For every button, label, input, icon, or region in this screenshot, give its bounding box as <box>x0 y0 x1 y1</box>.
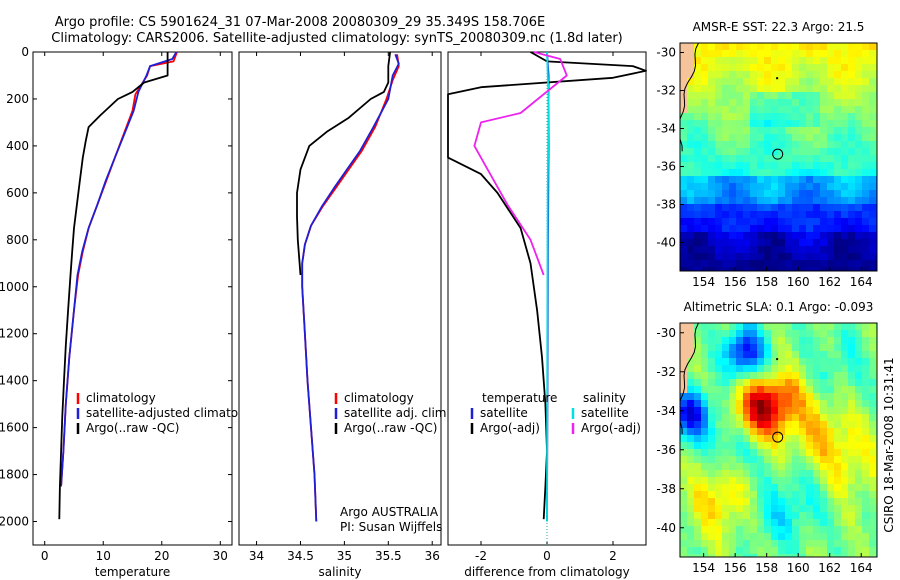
x-tick-label: 30 <box>213 549 228 563</box>
island-marker <box>776 358 779 361</box>
legend-label: Argo(-adj) <box>480 421 540 435</box>
coastline <box>680 43 699 152</box>
map-y-tick-label: -40 <box>656 521 676 535</box>
coastline <box>680 323 699 435</box>
float-location-marker <box>772 431 784 443</box>
map-y-tick-label: -34 <box>656 404 676 418</box>
map-y-tick-label: -30 <box>656 326 676 340</box>
x-tick-label: -2 <box>475 549 487 563</box>
map-y-tick-label: -38 <box>656 482 676 496</box>
series-line-cyan <box>546 51 550 522</box>
y-tick-label: 800 <box>6 233 29 247</box>
y-tick-label: 1800 <box>0 468 29 482</box>
y-tick-label: 1600 <box>0 421 29 435</box>
map-y-tick-label: -36 <box>656 160 676 174</box>
map-x-tick-label: 162 <box>818 561 841 575</box>
legend-label: salinity <box>583 391 626 405</box>
map-field <box>680 323 877 557</box>
map-x-tick-label: 154 <box>692 561 715 575</box>
legend-label: Argo(..raw -QC) <box>344 421 437 435</box>
map-x-tick-label: 154 <box>692 275 715 289</box>
attribution-line-2: PI: Susan Wijffels <box>340 520 442 534</box>
map-x-tick-label: 162 <box>818 275 841 289</box>
map-y-tick-label: -34 <box>656 122 676 136</box>
x-axis-label: temperature <box>95 565 170 579</box>
legend-label: climatology <box>344 391 414 405</box>
legend-label: satellite <box>480 406 528 420</box>
series-line-black <box>58 52 169 520</box>
side-timestamp: CSIRO 18-Mar-2008 10:31:41 <box>882 357 896 532</box>
legend-label: satellite adj. clim. <box>344 406 450 420</box>
panel-salinity: 34 34.5 35 35.5 36 salinity climatologysatelli… <box>238 51 450 579</box>
series-line-black <box>296 51 391 276</box>
x-tick-label: 35.5 <box>375 549 402 563</box>
y-tick-label: 400 <box>6 139 29 153</box>
legend-label: Argo(-adj) <box>581 421 641 435</box>
panel-difference: -2 0 2 difference from climatology temperatu… <box>447 51 647 579</box>
map-title: Altimetric SLA: 0.1 Argo: -0.093 <box>684 300 874 314</box>
map-frame <box>679 42 878 272</box>
header-line-2: Climatology: CARS2006. Satellite-adjuste… <box>51 31 623 46</box>
x-tick-label: 0 <box>41 549 49 563</box>
legend-label: satellite-adjusted climatology <box>86 406 264 420</box>
map-x-tick-label: 164 <box>850 275 873 289</box>
x-tick-label: 10 <box>96 549 111 563</box>
x-tick-label: 20 <box>154 549 169 563</box>
y-tick-label: 1200 <box>0 327 29 341</box>
legend-label: temperature <box>482 391 557 405</box>
x-tick-label: 34 <box>249 549 264 563</box>
legend-label: satellite <box>581 406 629 420</box>
plot-frame-temperature <box>32 51 233 546</box>
attribution-line-1: Argo AUSTRALIA <box>340 505 439 519</box>
float-location-marker <box>772 148 784 160</box>
map-x-tick-label: 160 <box>787 275 810 289</box>
x-tick-label: 2 <box>609 549 617 563</box>
map-sla: Altimetric SLA: 0.1 Argo: -0.093 154 156 15… <box>656 300 878 575</box>
panel-temperature: 0 10 20 30 0 200 400 600 800 1000 1200 1400 1600 1800… <box>0 45 264 579</box>
y-tick-label: 1000 <box>0 280 29 294</box>
map-y-tick-label: -38 <box>656 198 676 212</box>
header-line-1: Argo profile: CS 5901624_31 07-Mar-2008 … <box>55 15 545 30</box>
map-frame <box>679 322 878 558</box>
plot-frame-salinity <box>238 51 442 546</box>
x-tick-label: 35 <box>337 549 352 563</box>
profile-panels: 0 10 20 30020040060080010001200140016001800… <box>0 45 647 579</box>
map-x-tick-label: 164 <box>850 561 873 575</box>
x-tick-label: 36 <box>425 549 440 563</box>
island-marker <box>776 77 779 80</box>
y-tick-label: 600 <box>6 186 29 200</box>
map-field <box>680 43 877 271</box>
x-axis-label: difference from climatology <box>464 565 630 579</box>
series-line-black <box>447 51 647 520</box>
map-sst: AMSR-E SST: 22.3 Argo: 21.5 154 156 158 160 1… <box>656 20 878 289</box>
x-axis-label: salinity <box>318 565 361 579</box>
x-tick-label: 0 <box>543 549 551 563</box>
legend-label: climatology <box>86 391 156 405</box>
map-y-tick-label: -30 <box>656 46 676 60</box>
y-tick-label: 200 <box>6 92 29 106</box>
map-title: AMSR-E SST: 22.3 Argo: 21.5 <box>693 20 865 34</box>
y-tick-label: 2000 <box>0 515 29 529</box>
map-y-tick-label: -40 <box>656 236 676 250</box>
map-panels: AMSR-E SST: 22.3 Argo: 21.5 154 156 158 160 1… <box>656 20 878 575</box>
map-x-tick-label: 158 <box>755 275 778 289</box>
map-x-tick-label: 156 <box>724 561 747 575</box>
map-y-tick-label: -32 <box>656 84 676 98</box>
map-x-tick-label: 156 <box>724 275 747 289</box>
x-tick-label: 34.5 <box>287 549 314 563</box>
y-tick-label: 0 <box>21 45 29 59</box>
series-line-magenta <box>473 51 568 276</box>
map-x-tick-label: 160 <box>787 561 810 575</box>
map-y-tick-label: -36 <box>656 443 676 457</box>
map-x-tick-label: 158 <box>755 561 778 575</box>
y-tick-label: 1400 <box>0 374 29 388</box>
series-line-blue <box>301 53 400 522</box>
legend-label: Argo(..raw -QC) <box>86 421 179 435</box>
series-line-blue <box>60 51 178 487</box>
map-y-tick-label: -32 <box>656 365 676 379</box>
